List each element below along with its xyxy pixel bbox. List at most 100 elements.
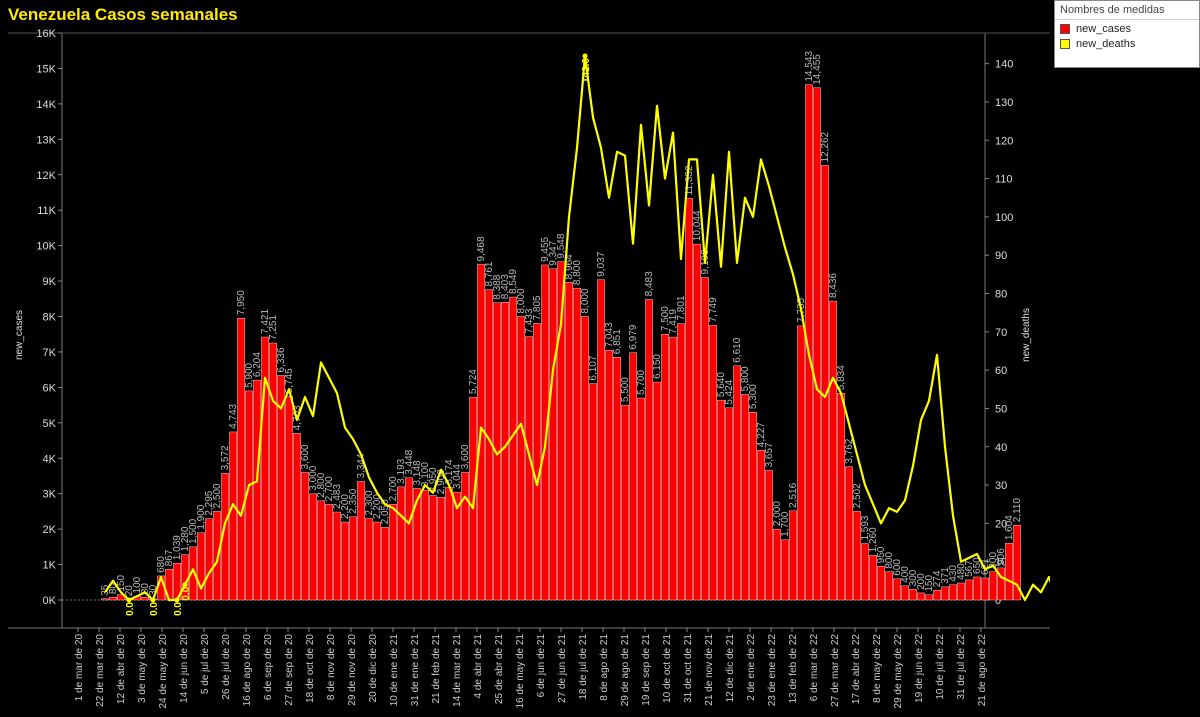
bar [549, 268, 557, 601]
x-tick-label: 27 de sep de 20 [284, 634, 295, 706]
death-point-label: 142.0 [581, 58, 592, 83]
bar-label: 14,543 [804, 51, 815, 82]
bar-label: 2,500 [212, 483, 223, 508]
bar-label: 8,483 [644, 271, 655, 296]
bar-label: 2,900 [436, 469, 447, 494]
bar-label: 7,251 [268, 315, 279, 340]
x-tick-label: 18 de oct de 20 [305, 634, 316, 703]
bar-label: 6,979 [628, 324, 639, 349]
y2-tick-label: 20 [995, 518, 1007, 530]
bar [421, 489, 429, 601]
bar-label: 2,000 [772, 501, 783, 526]
bar-label: 3,148 [412, 460, 423, 485]
bar [213, 511, 221, 601]
bar [413, 488, 421, 601]
bar [333, 511, 341, 601]
bar-label: 7,500 [660, 306, 671, 331]
bar-label: 7,043 [604, 322, 615, 347]
y-tick-label: 4K [43, 453, 57, 465]
bar [381, 527, 389, 601]
bar [285, 396, 293, 601]
bar [965, 579, 973, 601]
bar-label: 1,700 [780, 511, 791, 536]
bar-label: 4,227 [756, 422, 767, 447]
bar [501, 302, 509, 601]
bar [837, 393, 845, 601]
bar [541, 264, 549, 601]
bar-label: 8,403 [500, 274, 511, 299]
bar-label: 4,743 [228, 403, 239, 428]
bar-label: 2,516 [788, 482, 799, 507]
bar-label: 2,483 [332, 484, 343, 509]
bar-label: 567 [964, 560, 975, 577]
bar-label: 6,851 [612, 329, 623, 354]
bar [509, 296, 517, 601]
bar-label: 7,749 [708, 297, 719, 322]
bar [989, 571, 997, 601]
bar-label: 7,419 [668, 309, 679, 334]
x-tick-label: 6 de sep de 20 [263, 634, 274, 701]
bar [445, 487, 453, 601]
bar [677, 323, 685, 601]
bar-label: 1,900 [196, 504, 207, 529]
bar [589, 383, 597, 601]
y2-tick-label: 110 [995, 174, 1013, 186]
death-point-label: 0.0 [181, 586, 192, 600]
bar-label: 430 [948, 565, 959, 582]
y-tick-label: 13K [36, 134, 56, 146]
bar [925, 594, 933, 601]
bar [813, 87, 821, 601]
death-point-label: 0.0 [125, 602, 136, 616]
y2-tick-label: 80 [995, 289, 1007, 301]
x-tick-label: 23 de ene de 22 [767, 634, 778, 707]
bar [725, 407, 733, 601]
bar [757, 450, 765, 601]
x-tick-label: 6 de mar de 22 [809, 634, 820, 702]
death-point-label: 0.0 [149, 602, 160, 616]
bar-label: 1,280 [180, 526, 191, 551]
y2-tick-label: 60 [995, 365, 1007, 377]
bar [613, 357, 621, 601]
bar-label: 5,424 [724, 379, 735, 404]
legend-header: Nombres de medidas [1055, 1, 1199, 20]
x-tick-label: 13 de feb de 22 [788, 634, 799, 704]
bar [685, 198, 693, 601]
bar-label: 3,600 [460, 444, 471, 469]
bar-label: 6,107 [588, 355, 599, 380]
bar [621, 404, 629, 601]
death-point [174, 597, 180, 603]
bar [357, 481, 365, 601]
bar-label: 8,000 [516, 288, 527, 313]
bar [781, 539, 789, 601]
bar-label: 8,000 [580, 288, 591, 313]
y-tick-label: 1K [43, 560, 57, 572]
x-axis: 1 de mar de 20 22 de mar de 20 12 de abr d… [74, 628, 988, 709]
bar-label: 3,100 [420, 462, 431, 487]
bar-label: 9,347 [548, 240, 559, 265]
bar [629, 352, 637, 601]
bar-label: 1,260 [868, 527, 879, 552]
bar-label: 30 [148, 584, 159, 596]
bar-label: 5,500 [620, 377, 631, 402]
bar-label: 150 [924, 575, 935, 592]
bar-label: 6,150 [652, 354, 663, 379]
legend-item-new-cases[interactable]: new_cases [1055, 20, 1199, 35]
bar [909, 589, 917, 601]
legend-item-new-deaths[interactable]: new_deaths [1055, 35, 1199, 50]
x-tick-label: 14 de jun de 20 [179, 634, 190, 703]
bar-label: 2,050 [380, 499, 391, 524]
bar [317, 500, 325, 601]
x-tick-label: 5 de jul de 20 [200, 634, 211, 694]
bar-label: 2,700 [388, 476, 399, 501]
bar [973, 576, 981, 601]
bar [573, 287, 581, 601]
bar-label: 480 [956, 563, 967, 580]
bar [941, 586, 949, 601]
bar [853, 511, 861, 601]
bar-label: 2,110 [1012, 498, 1023, 523]
bar-label: 100 [132, 576, 143, 593]
bar-label: 5,745 [284, 368, 295, 393]
bar [773, 528, 781, 601]
x-tick-label: 4 de abr de 21 [473, 634, 484, 699]
bar-label: 3,344 [356, 453, 367, 478]
